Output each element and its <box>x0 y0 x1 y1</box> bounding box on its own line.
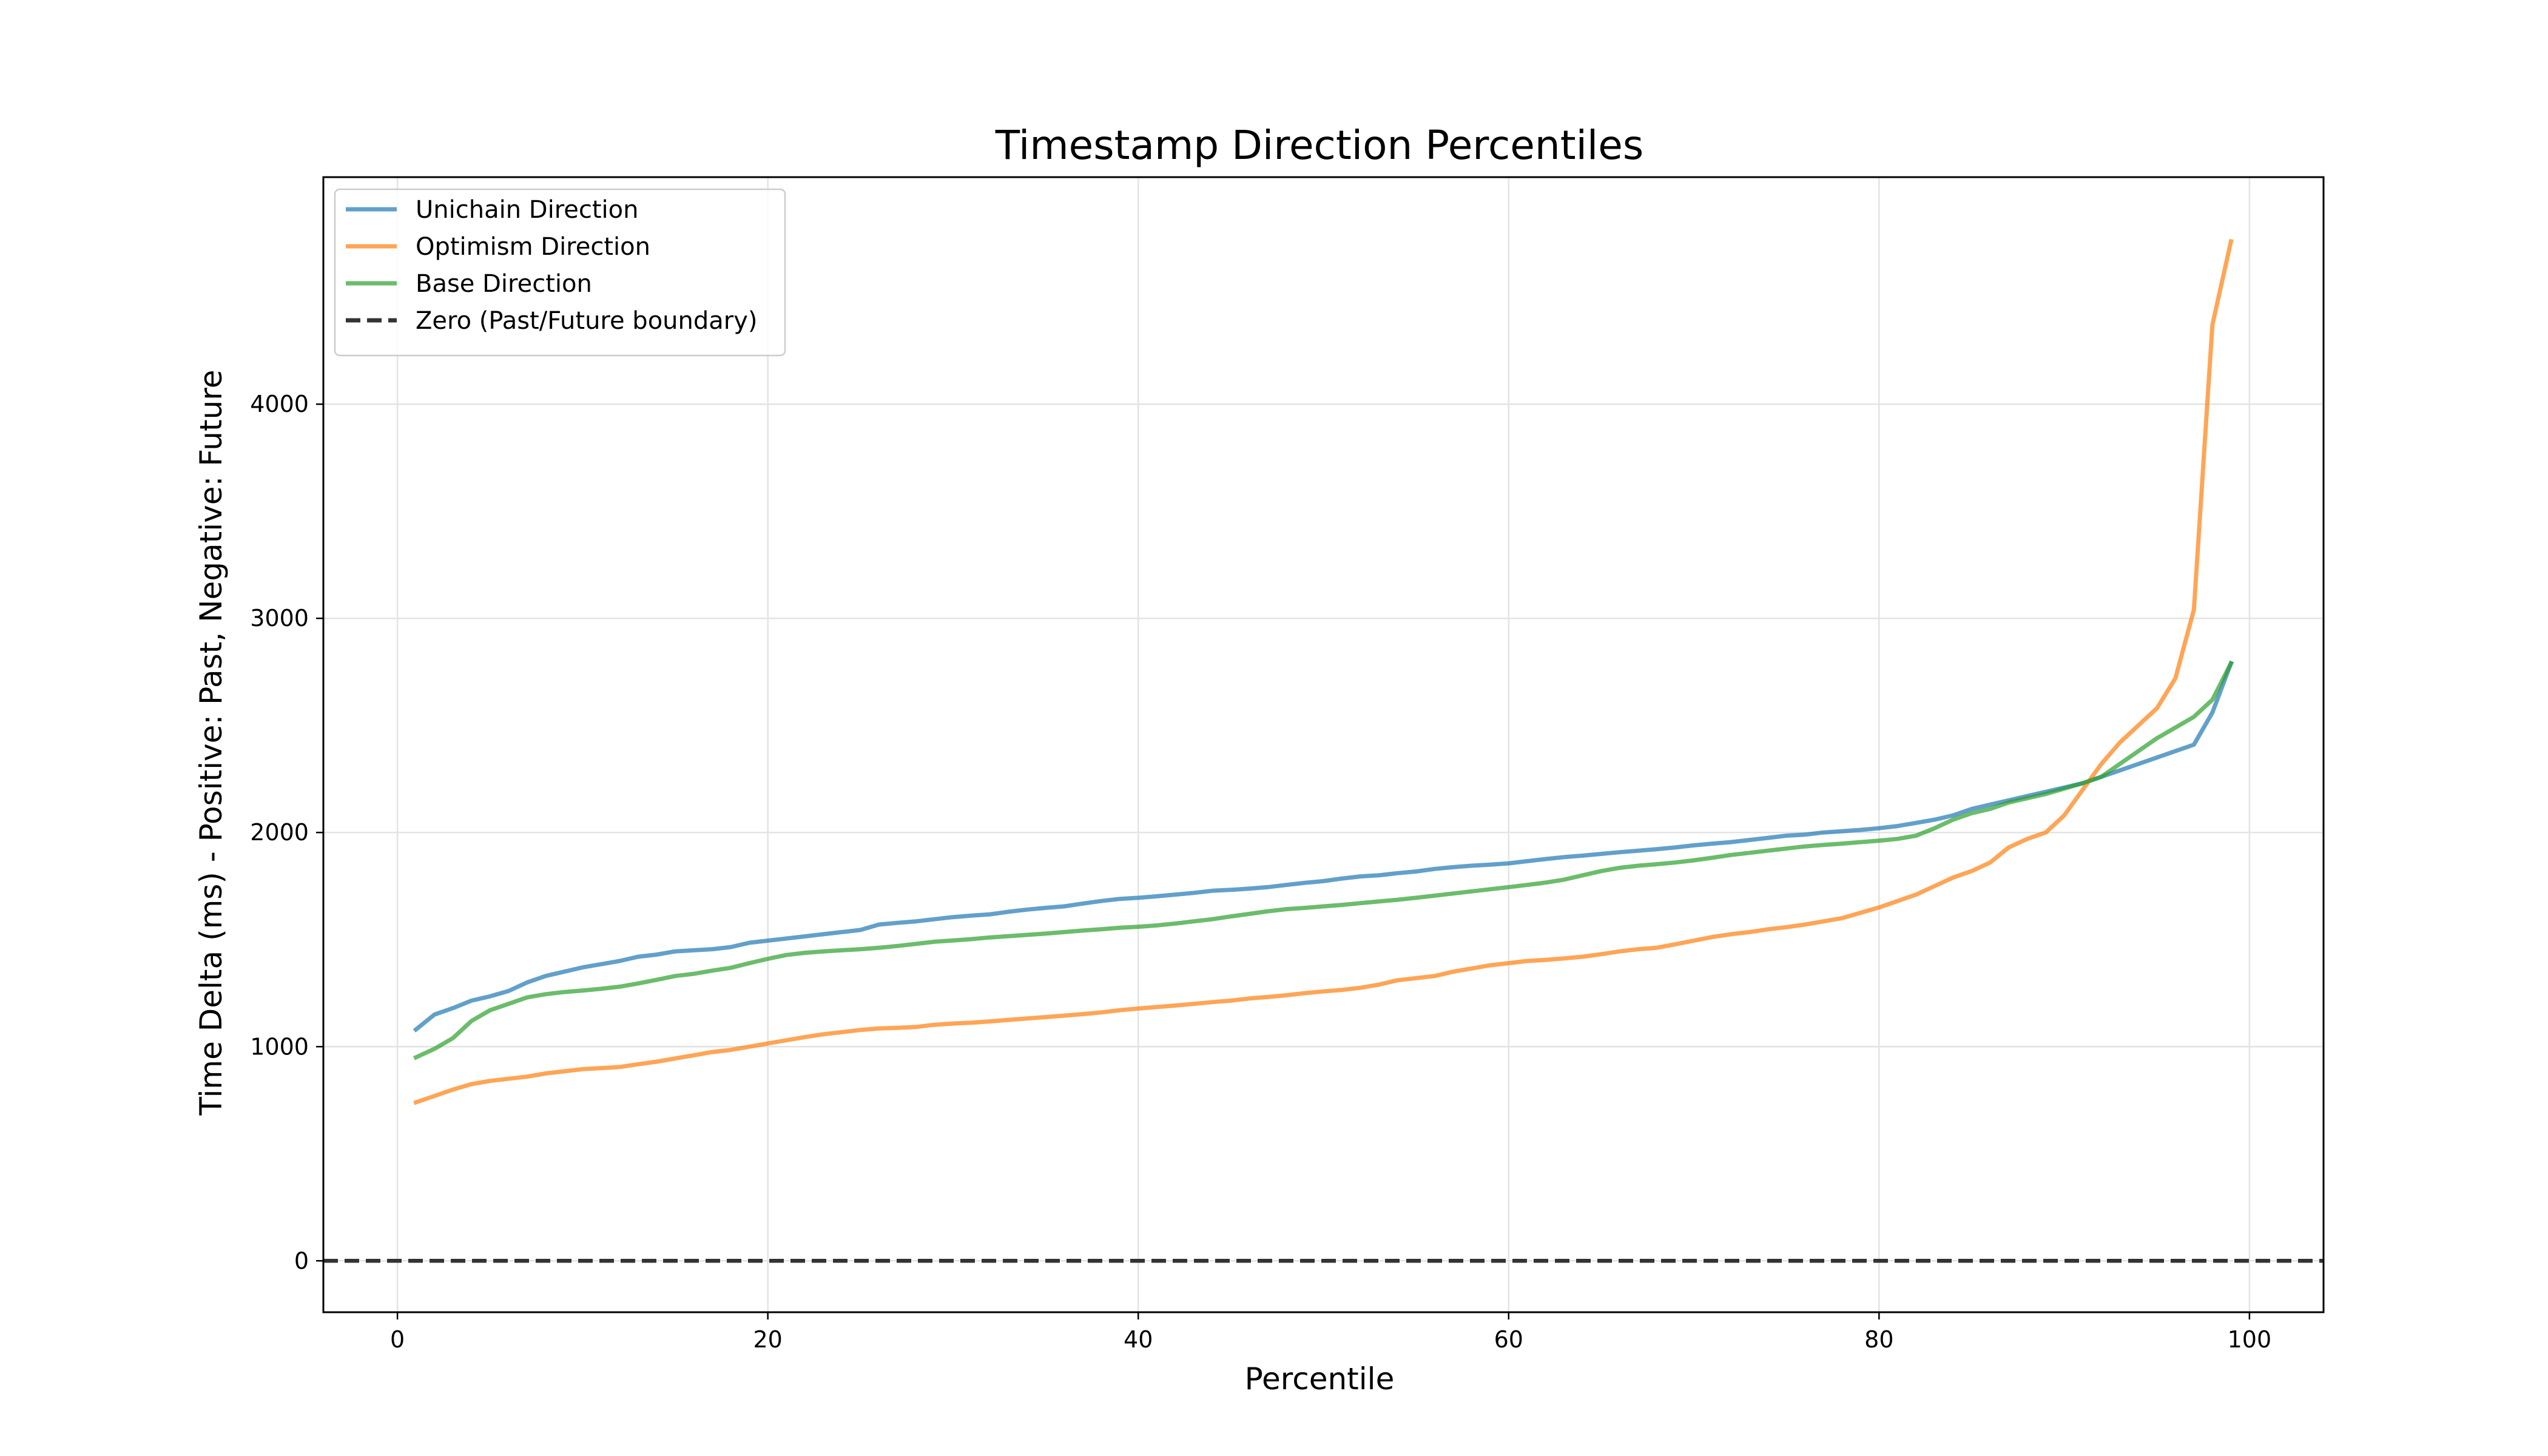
series-line-optimism-direction <box>413 238 2234 1105</box>
y-axis-ticks: 0 1000 2000 3000 4000 <box>250 391 323 1274</box>
plot-frame <box>322 176 2325 1313</box>
legend-box <box>334 188 786 357</box>
x-tick-label: 20 <box>753 1326 782 1353</box>
x-tick-label: 40 <box>1124 1326 1153 1353</box>
x-axis-label: Percentile <box>1245 1361 1395 1397</box>
y-axis-label: Time Delta (ms) - Positive: Past, Negati… <box>194 370 229 1116</box>
y-tick-label: 4000 <box>250 391 309 417</box>
x-tick-label: 80 <box>1864 1326 1893 1353</box>
legend-label: Unichain Direction <box>416 196 638 224</box>
chart-title: Timestamp Direction Percentiles <box>995 122 1644 169</box>
legend-label: Zero (Past/Future boundary) <box>416 307 758 335</box>
x-tick-label: 0 <box>390 1326 405 1353</box>
y-tick-label: 2000 <box>250 819 309 846</box>
series-line-unichain-direction <box>413 660 2234 1033</box>
y-tick-label: 1000 <box>250 1033 309 1060</box>
series-line-base-direction <box>413 660 2234 1060</box>
x-tick-label: 60 <box>1494 1326 1523 1353</box>
legend-label: Optimism Direction <box>416 233 650 261</box>
x-axis-ticks: 0 20 40 60 80 100 <box>390 1312 2271 1353</box>
series-layer <box>413 238 2234 1105</box>
y-tick-label: 0 <box>294 1247 309 1274</box>
y-tick-label: 3000 <box>250 605 309 632</box>
legend-label: Base Direction <box>416 270 592 298</box>
x-tick-label: 100 <box>2228 1326 2272 1353</box>
legend: Unichain Direction Optimism Direction Base… <box>334 188 786 357</box>
